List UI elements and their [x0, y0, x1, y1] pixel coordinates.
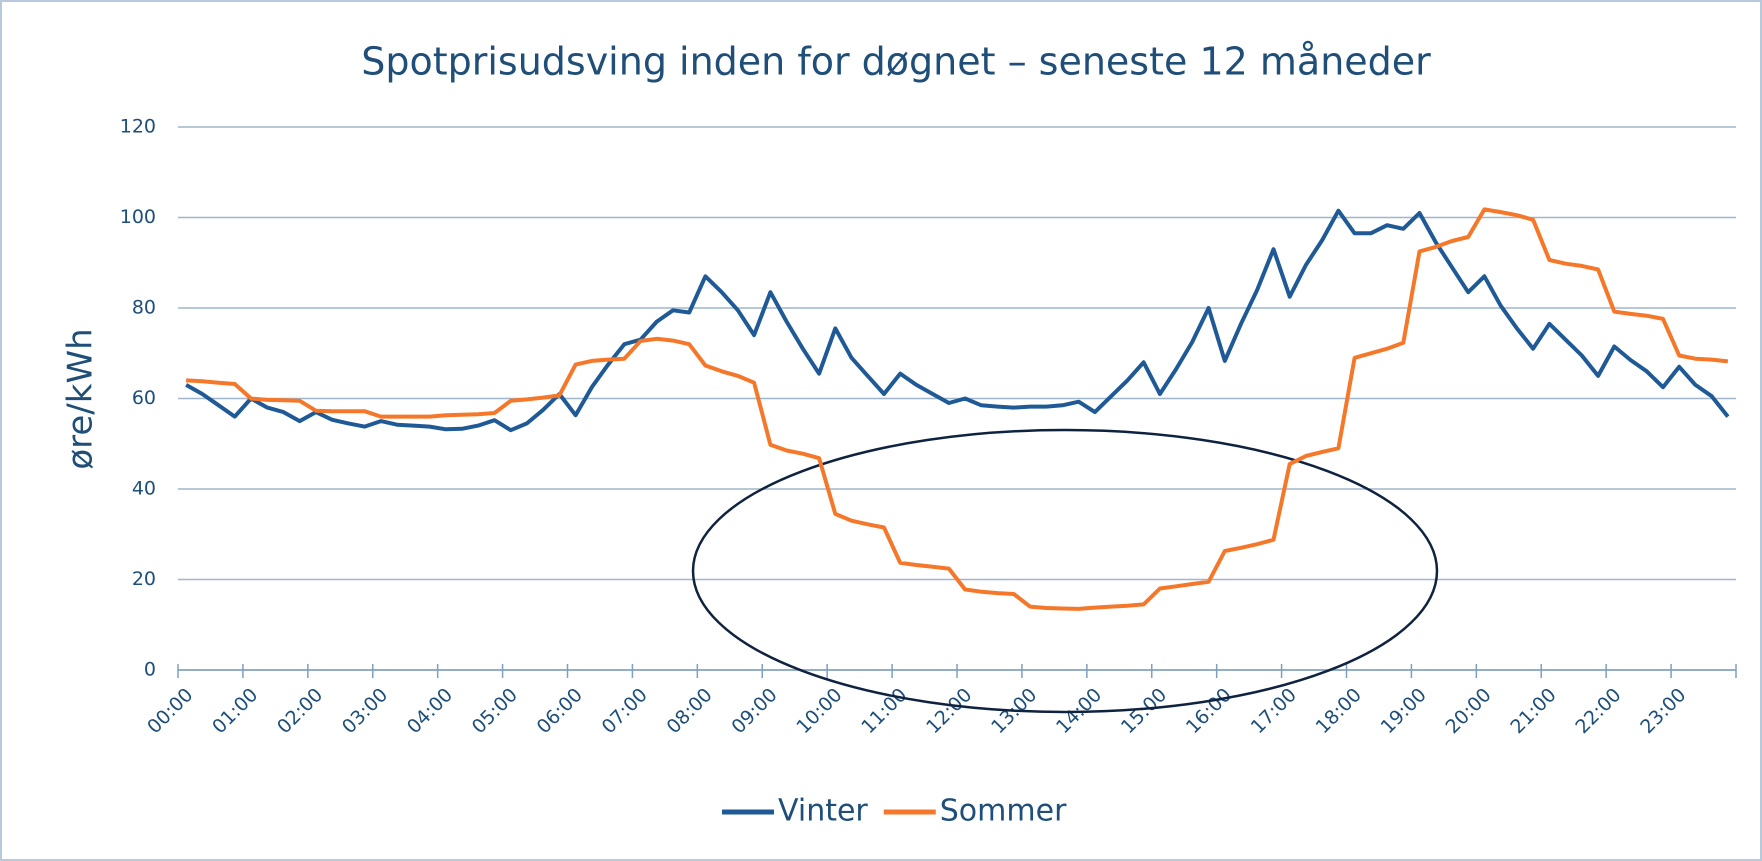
y-axis-label: øre/kWh	[61, 328, 101, 469]
y-tick-label: 100	[120, 206, 156, 228]
y-tick-label: 0	[144, 659, 156, 681]
y-tick-label: 120	[120, 116, 156, 138]
y-tick-label: 80	[132, 297, 156, 319]
annotation-ellipse	[691, 428, 1439, 714]
series-line	[185, 207, 1729, 611]
y-tick-label: 20	[132, 568, 156, 590]
legend-label: Vinter	[778, 794, 868, 829]
chart-title: Spotprisudsving inden for døgnet – senes…	[361, 40, 1431, 84]
y-tick-label: 40	[132, 478, 156, 500]
series-line	[185, 208, 1730, 433]
y-tick-label: 60	[132, 387, 156, 409]
legend-label: Sommer	[940, 794, 1067, 829]
